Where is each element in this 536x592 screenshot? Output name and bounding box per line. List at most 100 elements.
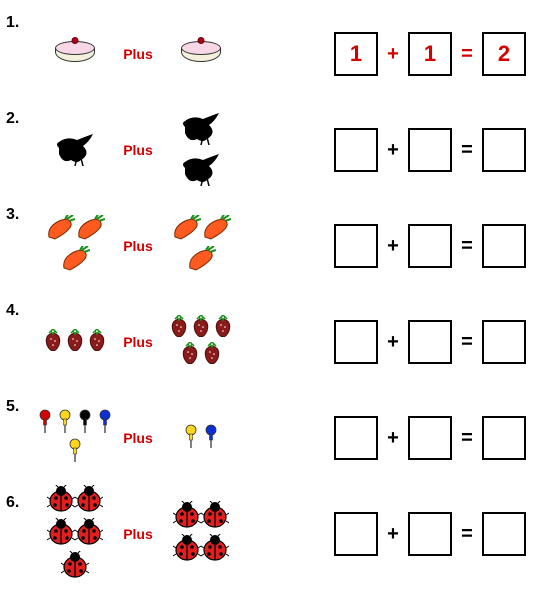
problem-row: 6. Plus + = bbox=[6, 488, 530, 580]
right-group bbox=[160, 39, 242, 69]
plus-label: Plus bbox=[116, 334, 160, 350]
plus-sign: + bbox=[386, 427, 400, 450]
pushpin-icon bbox=[201, 424, 221, 453]
equation: + = bbox=[242, 320, 530, 364]
sum-input[interactable] bbox=[482, 224, 526, 268]
addend-a-input[interactable] bbox=[334, 416, 378, 460]
ladybug-icon bbox=[75, 485, 103, 518]
sum-input[interactable] bbox=[482, 512, 526, 556]
sum-input[interactable]: 2 bbox=[482, 32, 526, 76]
pushpin-icon bbox=[95, 409, 115, 438]
cake-icon bbox=[178, 39, 224, 69]
addend-a-input[interactable] bbox=[334, 512, 378, 556]
equation: 1 + 1 = 2 bbox=[242, 32, 530, 76]
sum-input[interactable] bbox=[482, 416, 526, 460]
plus-sign: + bbox=[386, 523, 400, 546]
equals-sign: = bbox=[460, 427, 474, 450]
problem-row: 2. Plus + = bbox=[6, 104, 530, 196]
equals-sign: = bbox=[460, 331, 474, 354]
equals-sign: = bbox=[460, 523, 474, 546]
cake-icon bbox=[52, 39, 98, 69]
addend-b-input[interactable] bbox=[408, 320, 452, 364]
ladybug-icon bbox=[61, 551, 89, 584]
left-group bbox=[34, 215, 116, 277]
strawberry-icon bbox=[201, 342, 223, 369]
pushpin-icon bbox=[35, 409, 55, 438]
bird-icon bbox=[179, 109, 223, 150]
left-group bbox=[34, 130, 116, 171]
row-number: 6. bbox=[6, 488, 34, 512]
row-number: 2. bbox=[6, 104, 34, 128]
row-number: 4. bbox=[6, 296, 34, 320]
carrot-icon bbox=[186, 246, 216, 277]
ladybug-icon bbox=[47, 485, 75, 518]
problem-row: 5. Plus + = bbox=[6, 392, 530, 484]
carrot-icon bbox=[60, 246, 90, 277]
left-group bbox=[34, 485, 116, 584]
pushpin-icon bbox=[55, 409, 75, 438]
right-group bbox=[160, 501, 242, 567]
addend-b-input[interactable] bbox=[408, 128, 452, 172]
strawberry-icon bbox=[190, 315, 212, 342]
addend-b-input[interactable] bbox=[408, 512, 452, 556]
problem-row: 1. Plus 1 + 1 = 2 bbox=[6, 8, 530, 100]
worksheet: 1. Plus 1 + 1 = 2 2. Plus + = 3. Plus bbox=[6, 8, 530, 580]
ladybug-icon bbox=[201, 534, 229, 567]
equals-sign: = bbox=[460, 139, 474, 162]
ladybug-icon bbox=[173, 501, 201, 534]
plus-sign: + bbox=[386, 331, 400, 354]
bird-icon bbox=[53, 130, 97, 171]
row-number: 3. bbox=[6, 200, 34, 224]
plus-label: Plus bbox=[116, 46, 160, 62]
problem-row: 3. Plus + = bbox=[6, 200, 530, 292]
row-number: 1. bbox=[6, 8, 34, 32]
equation: + = bbox=[242, 128, 530, 172]
ladybug-icon bbox=[75, 518, 103, 551]
equation: + = bbox=[242, 224, 530, 268]
ladybug-icon bbox=[201, 501, 229, 534]
pushpin-icon bbox=[65, 438, 85, 467]
addend-b-input[interactable] bbox=[408, 416, 452, 460]
addend-b-input[interactable] bbox=[408, 224, 452, 268]
left-group bbox=[34, 39, 116, 69]
strawberry-icon bbox=[179, 342, 201, 369]
bird-icon bbox=[179, 150, 223, 191]
equation: + = bbox=[242, 416, 530, 460]
left-group bbox=[34, 329, 116, 356]
problem-row: 4. Plus + = bbox=[6, 296, 530, 388]
plus-sign: + bbox=[386, 235, 400, 258]
carrot-icon bbox=[45, 215, 75, 246]
addend-b-input[interactable]: 1 bbox=[408, 32, 452, 76]
pushpin-icon bbox=[75, 409, 95, 438]
plus-sign: + bbox=[386, 139, 400, 162]
ladybug-icon bbox=[47, 518, 75, 551]
strawberry-icon bbox=[42, 329, 64, 356]
right-group bbox=[160, 315, 242, 369]
right-group bbox=[160, 215, 242, 277]
plus-label: Plus bbox=[116, 142, 160, 158]
addend-a-input[interactable] bbox=[334, 224, 378, 268]
right-group bbox=[160, 109, 242, 191]
addend-a-input[interactable] bbox=[334, 320, 378, 364]
equals-sign: = bbox=[460, 43, 474, 66]
plus-label: Plus bbox=[116, 430, 160, 446]
plus-label: Plus bbox=[116, 526, 160, 542]
pushpin-icon bbox=[181, 424, 201, 453]
strawberry-icon bbox=[64, 329, 86, 356]
strawberry-icon bbox=[212, 315, 234, 342]
equation: + = bbox=[242, 512, 530, 556]
carrot-icon bbox=[75, 215, 105, 246]
sum-input[interactable] bbox=[482, 128, 526, 172]
plus-sign: + bbox=[386, 43, 400, 66]
strawberry-icon bbox=[86, 329, 108, 356]
addend-a-input[interactable] bbox=[334, 128, 378, 172]
strawberry-icon bbox=[168, 315, 190, 342]
left-group bbox=[34, 409, 116, 467]
carrot-icon bbox=[201, 215, 231, 246]
equals-sign: = bbox=[460, 235, 474, 258]
sum-input[interactable] bbox=[482, 320, 526, 364]
plus-label: Plus bbox=[116, 238, 160, 254]
addend-a-input[interactable]: 1 bbox=[334, 32, 378, 76]
row-number: 5. bbox=[6, 392, 34, 416]
ladybug-icon bbox=[173, 534, 201, 567]
